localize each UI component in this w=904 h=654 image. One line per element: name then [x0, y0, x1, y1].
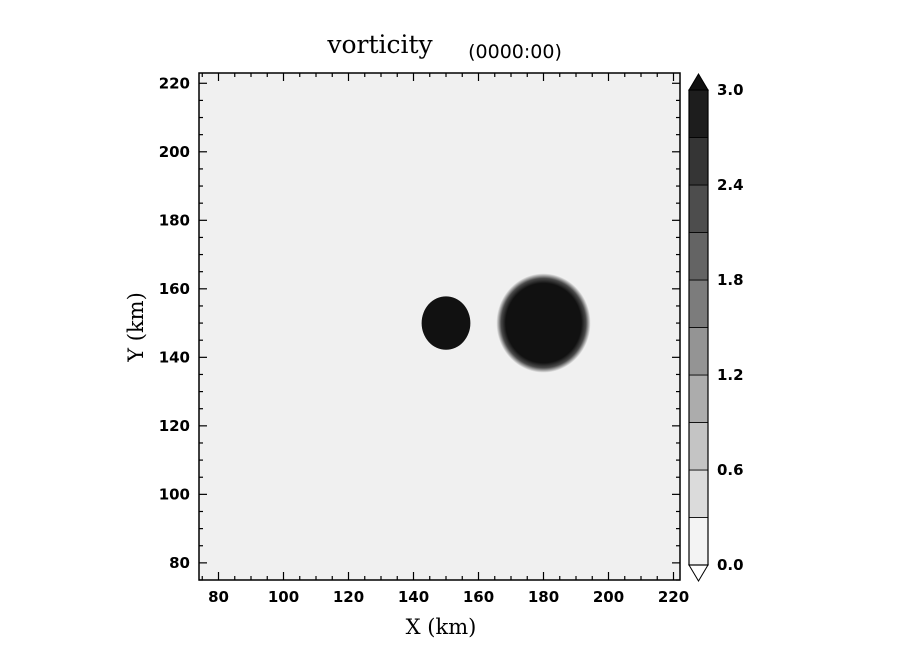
- y-tick-labels: 80 100 120 140 160 180 200 220: [159, 74, 190, 572]
- vortex-small: [421, 296, 471, 350]
- y-tick-label: 220: [159, 74, 190, 92]
- colorbar-segment: [688, 469, 709, 518]
- colorbar-tick-label: 2.4: [717, 176, 744, 194]
- x-axis-label: X (km): [406, 615, 477, 639]
- colorbar-segment: [688, 137, 709, 186]
- colorbar-segment: [688, 184, 709, 233]
- x-tick-label: 100: [268, 588, 299, 606]
- y-axis-label: Y (km): [124, 292, 148, 363]
- y-tick-label: 80: [169, 554, 190, 572]
- x-tick-label: 220: [658, 588, 689, 606]
- plot-frame: [198, 72, 681, 581]
- chart-subtitle: (0000:00): [468, 41, 562, 63]
- axis-ticks: [199, 73, 680, 581]
- y-tick-label: 140: [159, 348, 190, 366]
- colorbar-segment: [688, 232, 709, 281]
- x-tick-label: 180: [528, 588, 559, 606]
- colorbar-segment: [688, 327, 709, 376]
- colorbar-tick-label: 1.8: [717, 271, 744, 289]
- y-tick-label: 180: [159, 211, 190, 229]
- chart-title: vorticity: [326, 30, 433, 59]
- colorbar-tick-label: 3.0: [717, 81, 744, 99]
- colorbar-extend-min: [688, 564, 709, 582]
- colorbar-segment: [688, 517, 709, 566]
- y-tick-label: 120: [159, 417, 190, 435]
- plot-area: 80 100 120 140 160 180 200 220 80 100 120 140 160 18…: [159, 72, 689, 606]
- vortex-layer: [421, 273, 591, 373]
- y-tick-label: 160: [159, 280, 190, 298]
- y-tick-label: 100: [159, 485, 190, 503]
- colorbar-segment: [688, 374, 709, 423]
- colorbar-segment: [688, 422, 709, 471]
- colorbar-tick-label: 0.0: [717, 556, 744, 574]
- x-tick-labels: 80 100 120 140 160 180 200 220: [208, 588, 689, 606]
- colorbar-tick-label: 1.2: [717, 366, 744, 384]
- x-tick-label: 160: [463, 588, 494, 606]
- vortex-large: [496, 273, 591, 373]
- colorbar-extend-max: [688, 73, 709, 91]
- colorbar-frame: [688, 89, 709, 566]
- y-tick-label: 200: [159, 143, 190, 161]
- colorbar: 0.0 0.6 1.2 1.8 2.4 3.0: [688, 73, 744, 582]
- x-tick-label: 80: [208, 588, 229, 606]
- x-tick-label: 140: [398, 588, 429, 606]
- x-tick-label: 120: [333, 588, 364, 606]
- colorbar-segment: [688, 279, 709, 328]
- colorbar-tick-label: 0.6: [717, 461, 744, 479]
- colorbar-segment: [688, 89, 709, 138]
- x-tick-label: 200: [593, 588, 624, 606]
